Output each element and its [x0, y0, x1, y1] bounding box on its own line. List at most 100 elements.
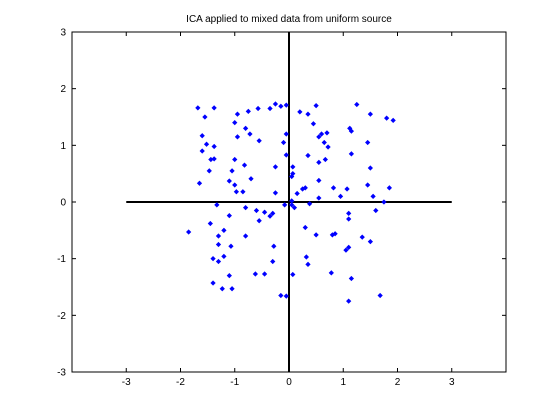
- data-point: [267, 213, 273, 219]
- data-point: [344, 186, 350, 192]
- data-point: [324, 130, 330, 136]
- data-point: [348, 275, 355, 282]
- data-point: [290, 171, 296, 177]
- x-tick-label: 1: [340, 377, 346, 388]
- data-point: [290, 164, 296, 170]
- x-tick-label: -3: [122, 377, 131, 388]
- data-point: [228, 243, 234, 249]
- y-tick-label: 3: [60, 28, 66, 39]
- data-point: [211, 105, 217, 111]
- data-point: [248, 176, 254, 182]
- data-point: [272, 190, 279, 196]
- data-point: [226, 212, 232, 219]
- data-point: [214, 202, 220, 208]
- data-point: [271, 243, 277, 249]
- data-point: [247, 131, 253, 137]
- data-point: [290, 271, 296, 278]
- data-point: [221, 253, 227, 260]
- data-point: [242, 233, 249, 239]
- data-point: [256, 218, 262, 224]
- data-point: [302, 224, 308, 231]
- data-point: [278, 103, 284, 109]
- data-point: [280, 139, 287, 146]
- data-point: [242, 125, 249, 131]
- data-point: [186, 229, 192, 235]
- data-point: [373, 207, 379, 214]
- data-point: [291, 205, 298, 211]
- data-point: [384, 115, 390, 121]
- data-point: [313, 232, 319, 238]
- y-tick-label: 1: [60, 141, 66, 152]
- data-point: [367, 165, 373, 171]
- data-point: [346, 244, 352, 250]
- data-point: [234, 134, 241, 140]
- data-point: [256, 138, 262, 144]
- data-point: [270, 210, 276, 216]
- data-point: [270, 258, 276, 265]
- y-tick-label: -2: [57, 311, 66, 322]
- data-point: [390, 117, 396, 124]
- data-point: [346, 210, 352, 216]
- data-point: [261, 271, 268, 277]
- data-point: [318, 131, 325, 137]
- data-point: [253, 207, 260, 214]
- data-point: [328, 270, 334, 276]
- data-point: [347, 125, 353, 131]
- y-tick-label: 2: [60, 84, 66, 95]
- data-point: [302, 185, 308, 191]
- data-point: [233, 189, 240, 195]
- data-point: [232, 120, 238, 126]
- data-point: [282, 202, 288, 208]
- y-tick-label: 0: [60, 198, 66, 209]
- data-point: [321, 139, 327, 146]
- data-point: [377, 292, 383, 299]
- data-point: [316, 134, 322, 140]
- data-point: [325, 144, 331, 150]
- data-point: [221, 227, 227, 233]
- data-point: [229, 286, 235, 292]
- x-tick-label: -1: [230, 377, 239, 388]
- data-point: [297, 109, 303, 115]
- data-point: [229, 168, 235, 174]
- data-point: [215, 241, 222, 248]
- data-point: [322, 156, 328, 163]
- data-point: [305, 111, 311, 117]
- data-point: [234, 111, 241, 117]
- x-tick-label: 2: [395, 377, 401, 388]
- data-point: [215, 233, 222, 239]
- y-tick-label: -3: [57, 368, 66, 379]
- data-point: [303, 254, 309, 260]
- data-point: [354, 101, 360, 108]
- data-point: [206, 168, 212, 174]
- data-points: [186, 101, 396, 304]
- data-point: [232, 182, 238, 188]
- data-point: [305, 261, 311, 267]
- data-point: [381, 199, 387, 205]
- data-point: [241, 162, 248, 168]
- data-point: [316, 159, 322, 165]
- data-point: [316, 195, 322, 201]
- data-point: [203, 141, 210, 147]
- data-point: [332, 231, 338, 237]
- data-point: [226, 273, 232, 279]
- data-point: [211, 143, 217, 150]
- data-point: [272, 101, 279, 107]
- data-point: [199, 148, 205, 154]
- data-point: [242, 205, 249, 211]
- data-point: [367, 239, 373, 245]
- data-point: [226, 178, 232, 184]
- data-point: [370, 193, 376, 199]
- data-point: [210, 280, 216, 286]
- data-point: [210, 256, 216, 262]
- data-point: [252, 271, 258, 277]
- data-point: [337, 193, 344, 199]
- data-point: [232, 156, 238, 163]
- data-point: [283, 131, 289, 137]
- data-point: [306, 201, 313, 207]
- data-point: [195, 105, 201, 111]
- y-tick-label: -1: [57, 254, 66, 265]
- data-point: [294, 190, 300, 197]
- data-point: [211, 156, 217, 162]
